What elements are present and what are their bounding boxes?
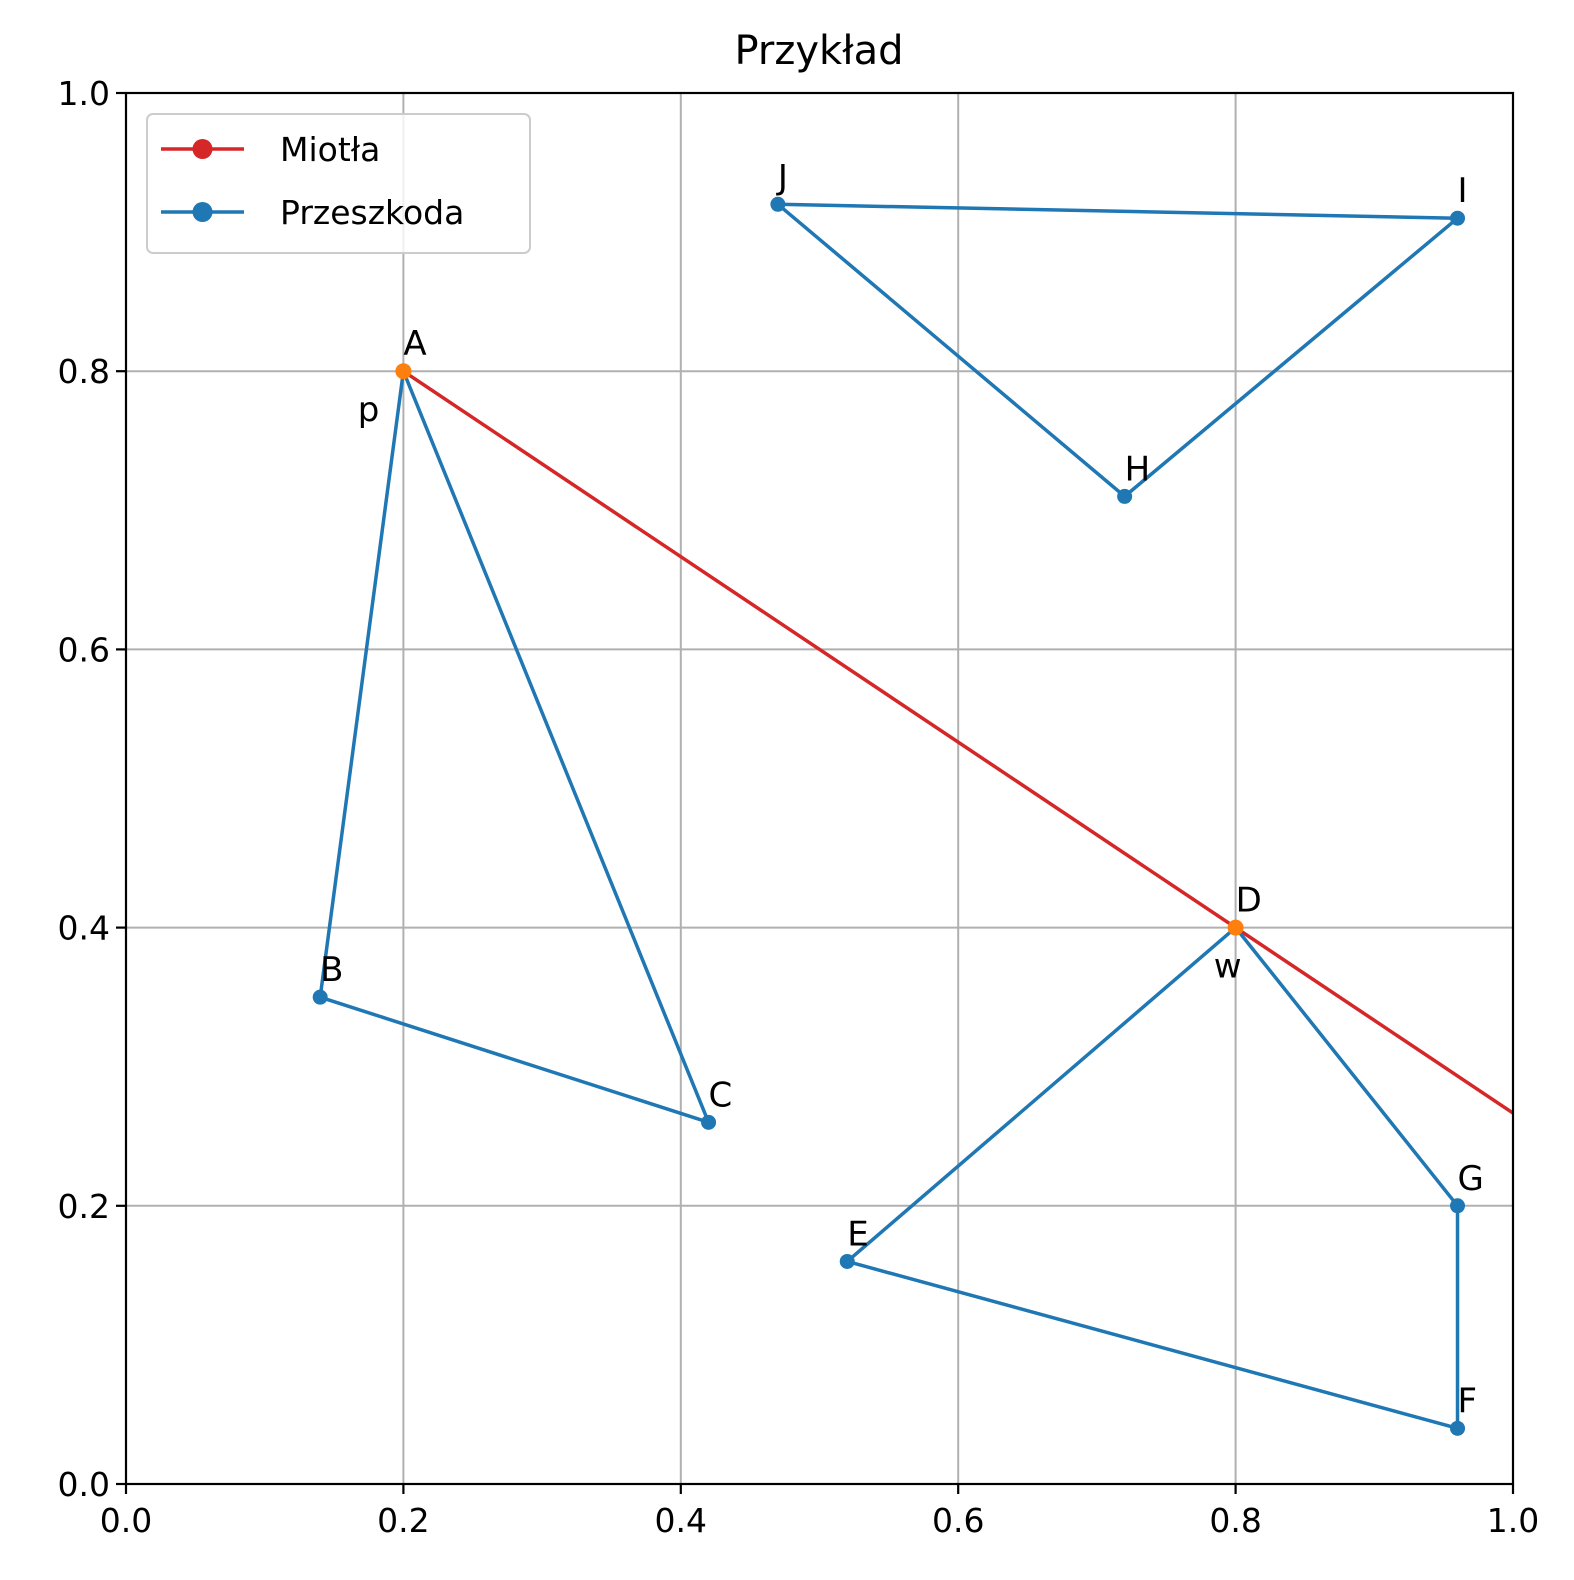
y-tick-label: 0.2 <box>58 1187 110 1226</box>
x-tick-label: 0.0 <box>100 1501 152 1540</box>
x-tick-label: 0.8 <box>1209 1501 1261 1540</box>
vertex-label-B: B <box>320 950 343 990</box>
legend-marker <box>192 202 213 222</box>
y-tick-label: 0.0 <box>58 1465 110 1504</box>
legend-label: Miotła <box>280 130 380 169</box>
legend-label: Przeszkoda <box>280 193 464 232</box>
obstacle-vertex-G <box>1450 1198 1466 1214</box>
x-tick-label: 1.0 <box>1487 1501 1539 1540</box>
vertex-label-E: E <box>847 1214 868 1254</box>
x-tick-label: 0.6 <box>932 1501 984 1540</box>
axis-ticks: 0.0 0.2 0.4 0.6 0.8 1.0 0.0 0.2 0.4 0.6 0.8 1.0 <box>58 74 1540 1540</box>
vertex-label-H: H <box>1125 449 1151 489</box>
y-tick-label: 1.0 <box>58 74 110 113</box>
broom-endpoint-marker <box>395 363 412 380</box>
chart-title: Przykład <box>735 28 904 74</box>
legend-marker <box>192 139 213 159</box>
vertex-label-D: D <box>1236 881 1262 921</box>
obstacle-3-outline <box>776 202 1460 499</box>
vertex-label-I: I <box>1458 171 1468 211</box>
vertex-label-J: J <box>776 157 788 197</box>
broom-label-p: p <box>358 390 380 430</box>
obstacle-vertex-B <box>312 989 328 1005</box>
vertex-label-F: F <box>1458 1381 1478 1421</box>
obstacle-vertex-J <box>770 196 786 212</box>
vertex-label-G: G <box>1458 1159 1484 1199</box>
x-tick-label: 0.4 <box>655 1501 707 1540</box>
legend: Miotła Przeszkoda <box>146 113 531 254</box>
obstacle-vertex-E <box>839 1253 855 1269</box>
vertex-label-C: C <box>709 1075 733 1115</box>
y-tick-label: 0.8 <box>58 352 110 391</box>
plot-area: A B C D E F G H I Jp w <box>312 157 1513 1436</box>
broom-line <box>402 369 1513 1115</box>
obstacle-vertex-H <box>1117 488 1133 504</box>
y-tick-label: 0.6 <box>58 630 110 669</box>
obstacle-vertex-C <box>701 1114 717 1130</box>
x-tick-label: 0.2 <box>377 1501 429 1540</box>
vertex-label-A: A <box>403 324 426 364</box>
obstacle-vertex-I <box>1450 210 1466 226</box>
broom-endpoint-marker <box>1227 919 1244 936</box>
y-tick-label: 0.4 <box>58 909 110 948</box>
axes-frame <box>124 91 1515 1486</box>
obstacle-vertex-F <box>1450 1420 1466 1436</box>
broom-label-w: w <box>1214 947 1242 987</box>
obstacle-1-outline <box>318 369 711 1125</box>
